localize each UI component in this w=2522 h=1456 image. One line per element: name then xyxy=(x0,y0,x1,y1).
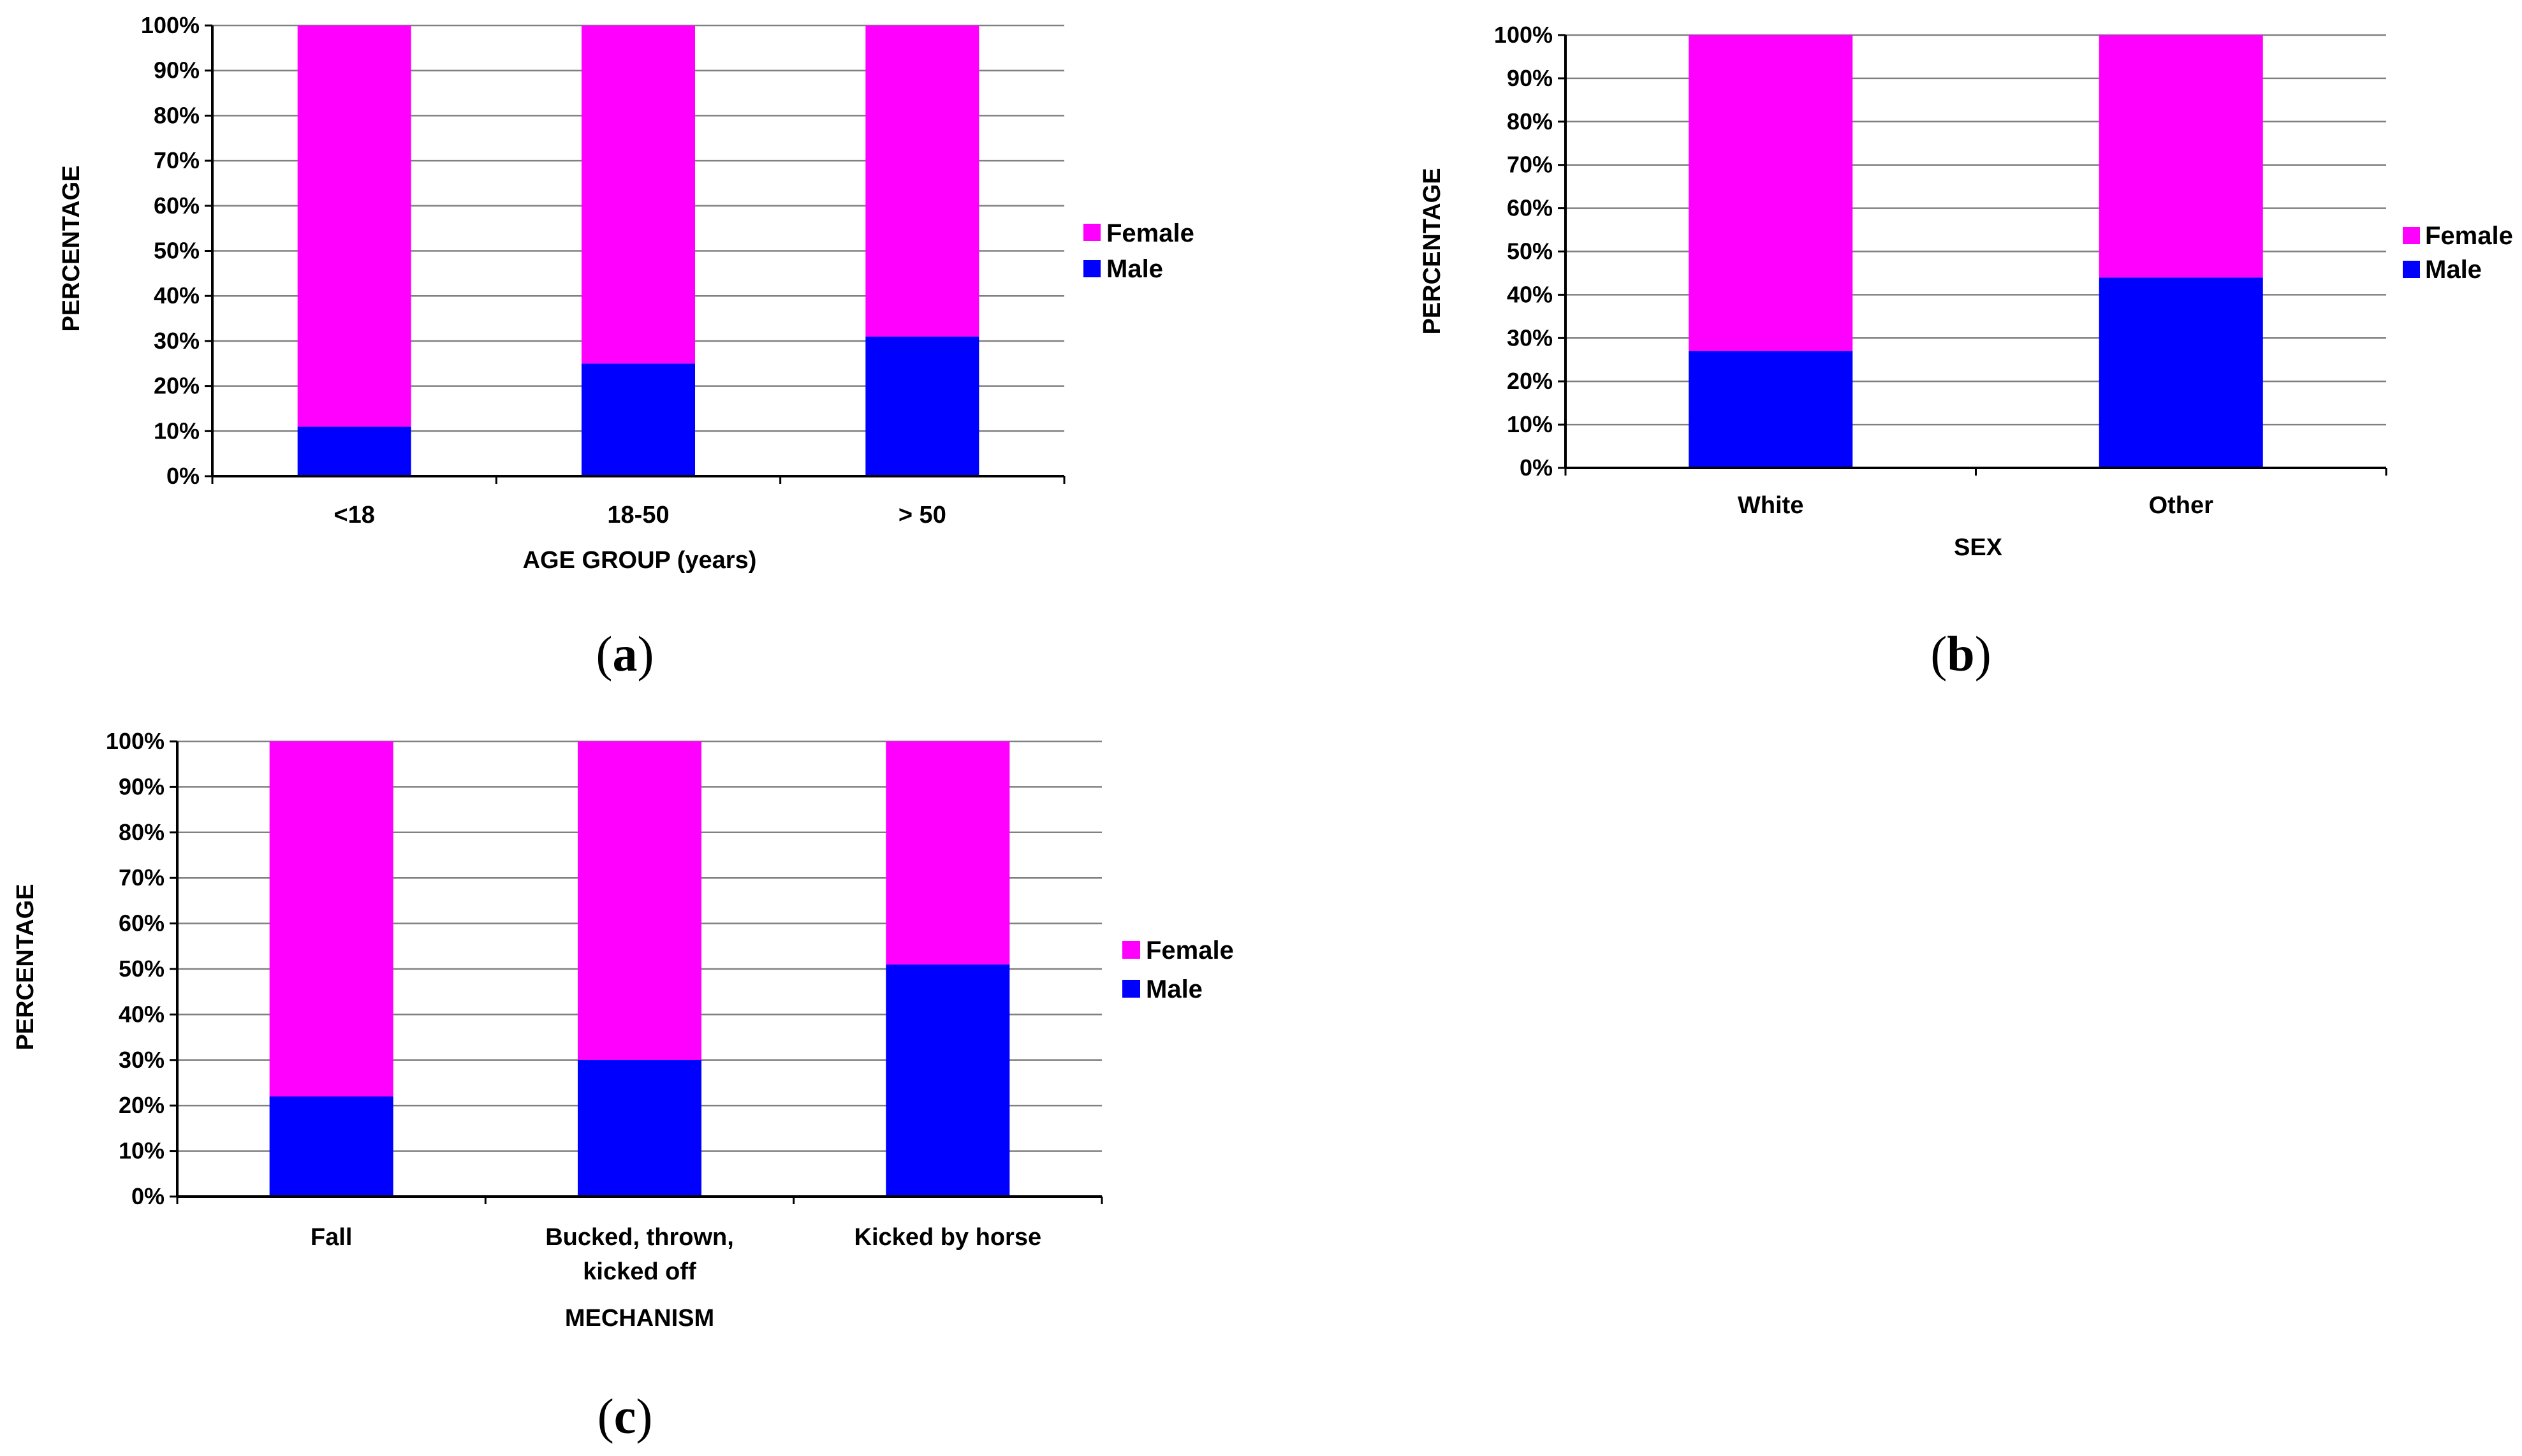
panel-b: 0% 10% 20% 30% 40% 50% 60% 70% 80% 90% 100% White Ot… xyxy=(1419,22,2513,681)
panel-a-y-tick-label: 70% xyxy=(154,147,200,173)
panel-b-category-label-0: White xyxy=(1738,492,1803,519)
panel-a-y-tick-label: 0% xyxy=(166,463,200,489)
panel-a-bar-female-1 xyxy=(582,25,695,364)
panel-c-y-axis-title: PERCENTAGE xyxy=(12,884,39,1050)
panel-c-y-tick-label: 20% xyxy=(119,1092,165,1118)
panel-a-bar-male-0 xyxy=(297,426,411,476)
panel-b-bar-male-1 xyxy=(2099,277,2263,468)
panel-b-y-axis-title: PERCENTAGE xyxy=(1419,168,1446,334)
panel-a-bar-female-2 xyxy=(865,25,979,337)
panel-b-y-tick-label: 40% xyxy=(1507,281,1553,307)
panel-c: 0% 10% 20% 30% 40% 50% 60% 70% 80% 90% 100% Fall Buc… xyxy=(12,728,1234,1444)
panel-a-y-tick-label: 20% xyxy=(154,373,200,399)
panel-b-category-label-1: Other xyxy=(2149,492,2214,519)
panel-b-y-tick-label: 30% xyxy=(1507,324,1553,351)
panel-c-legend-female-swatch xyxy=(1122,941,1140,959)
panel-c-y-tick-label: 50% xyxy=(119,956,165,982)
panel-a-y-tick-label: 60% xyxy=(154,193,200,219)
panel-c-label: (c) xyxy=(598,1388,653,1444)
panel-a-x-axis-title: AGE GROUP (years) xyxy=(523,547,757,574)
panel-b-legend: Female Male xyxy=(2403,222,2513,284)
panel-b-legend-male-label: Male xyxy=(2425,256,2482,284)
panel-c-legend-male-label: Male xyxy=(1146,975,1203,1003)
panel-c-y-tick-label: 10% xyxy=(119,1138,165,1164)
panel-a-category-label-0: <18 xyxy=(334,502,374,528)
panel-a-bar-male-1 xyxy=(582,363,695,476)
panel-c-bar-female-2 xyxy=(886,741,1010,965)
panel-c-bar-male-1 xyxy=(578,1059,701,1197)
panel-b-y-tick-label: 20% xyxy=(1507,368,1553,394)
panel-a-legend-male-swatch xyxy=(1083,260,1101,277)
panel-c-y-tick-label: 100% xyxy=(106,728,165,754)
panel-b-y-tick-label: 10% xyxy=(1507,411,1553,437)
panel-a-y-tick-label: 40% xyxy=(154,282,200,309)
panel-a-y-tick-label: 80% xyxy=(154,102,200,128)
panel-b-plot: 0% 10% 20% 30% 40% 50% 60% 70% 80% 90% 100% White Ot… xyxy=(1494,22,2387,519)
panel-a-y-tick-label: 10% xyxy=(154,418,200,444)
panel-c-legend-male-swatch xyxy=(1122,980,1140,998)
panel-a-legend-male-label: Male xyxy=(1106,255,1163,283)
panel-b-label: (b) xyxy=(1930,626,1991,681)
panel-c-category-label-0: Fall xyxy=(311,1224,352,1251)
panel-a-bar-female-0 xyxy=(297,25,411,427)
panel-b-y-tick-label: 80% xyxy=(1507,108,1553,135)
panel-c-legend-female-label: Female xyxy=(1146,936,1234,965)
panel-a-bar-male-2 xyxy=(865,336,979,476)
panel-a-y-tick-label: 100% xyxy=(141,12,200,38)
panel-a-plot: 0% 10% 20% 30% 40% 50% 60% 70% 80% 90% 100% <18 18-5… xyxy=(141,12,1066,528)
panel-c-y-tick-label: 80% xyxy=(119,819,165,845)
panel-b-legend-female-swatch xyxy=(2403,227,2420,244)
panel-b-y-tick-label: 70% xyxy=(1507,152,1553,178)
panel-a-y-tick-label: 50% xyxy=(154,238,200,264)
panel-c-x-axis-title: MECHANISM xyxy=(565,1305,714,1332)
panel-b-y-tick-label: 100% xyxy=(1494,22,1553,48)
panel-b-y-tick-label: 0% xyxy=(1520,455,1553,481)
panel-a-label: (a) xyxy=(596,626,654,681)
panel-b-x-axis-title: SEX xyxy=(1954,534,2003,561)
panel-c-legend: Female Male xyxy=(1122,936,1234,1003)
panel-c-plot: 0% 10% 20% 30% 40% 50% 60% 70% 80% 90% 100% Fall Buc… xyxy=(106,728,1103,1285)
panel-c-bar-male-0 xyxy=(269,1096,393,1197)
panel-c-y-tick-label: 90% xyxy=(119,773,165,799)
panel-b-bar-male-0 xyxy=(1689,351,1853,468)
panel-a-category-label-1: 18-50 xyxy=(607,502,669,528)
panel-c-bar-male-2 xyxy=(886,964,1010,1197)
panel-b-y-tick-label: 60% xyxy=(1507,195,1553,221)
panel-c-y-tick-label: 70% xyxy=(119,864,165,891)
panel-a-category-label-2: > 50 xyxy=(898,502,946,528)
panel-b-y-tick-label: 90% xyxy=(1507,65,1553,91)
panel-a-legend-female-label: Female xyxy=(1106,219,1194,247)
panel-a-y-axis-title: PERCENTAGE xyxy=(58,165,85,331)
panel-b-bar-female-0 xyxy=(1689,35,1853,351)
panel-c-category-label-1: Bucked, thrown, kicked off xyxy=(545,1224,734,1285)
panel-b-legend-female-label: Female xyxy=(2425,222,2513,250)
panel-b-legend-male-swatch xyxy=(2403,261,2420,278)
panel-b-y-tick-label: 50% xyxy=(1507,238,1553,265)
panel-a-legend-female-swatch xyxy=(1083,224,1101,241)
panel-c-y-tick-label: 40% xyxy=(119,1001,165,1027)
panel-a-legend: Female Male xyxy=(1083,219,1194,283)
panel-c-bar-female-0 xyxy=(269,741,393,1096)
panel-a-y-tick-label: 90% xyxy=(154,57,200,84)
panel-a-y-tick-label: 30% xyxy=(154,328,200,354)
panel-b-bar-female-1 xyxy=(2099,35,2263,278)
panel-c-category-label-2: Kicked by horse xyxy=(854,1224,1042,1251)
panel-c-y-tick-label: 30% xyxy=(119,1047,165,1073)
panel-c-y-tick-label: 0% xyxy=(131,1183,165,1209)
panel-c-bar-female-1 xyxy=(578,741,701,1060)
panel-c-y-tick-label: 60% xyxy=(119,910,165,936)
panel-a: 0% 10% 20% 30% 40% 50% 60% 70% 80% 90% 100% <18 18-5… xyxy=(58,12,1194,681)
